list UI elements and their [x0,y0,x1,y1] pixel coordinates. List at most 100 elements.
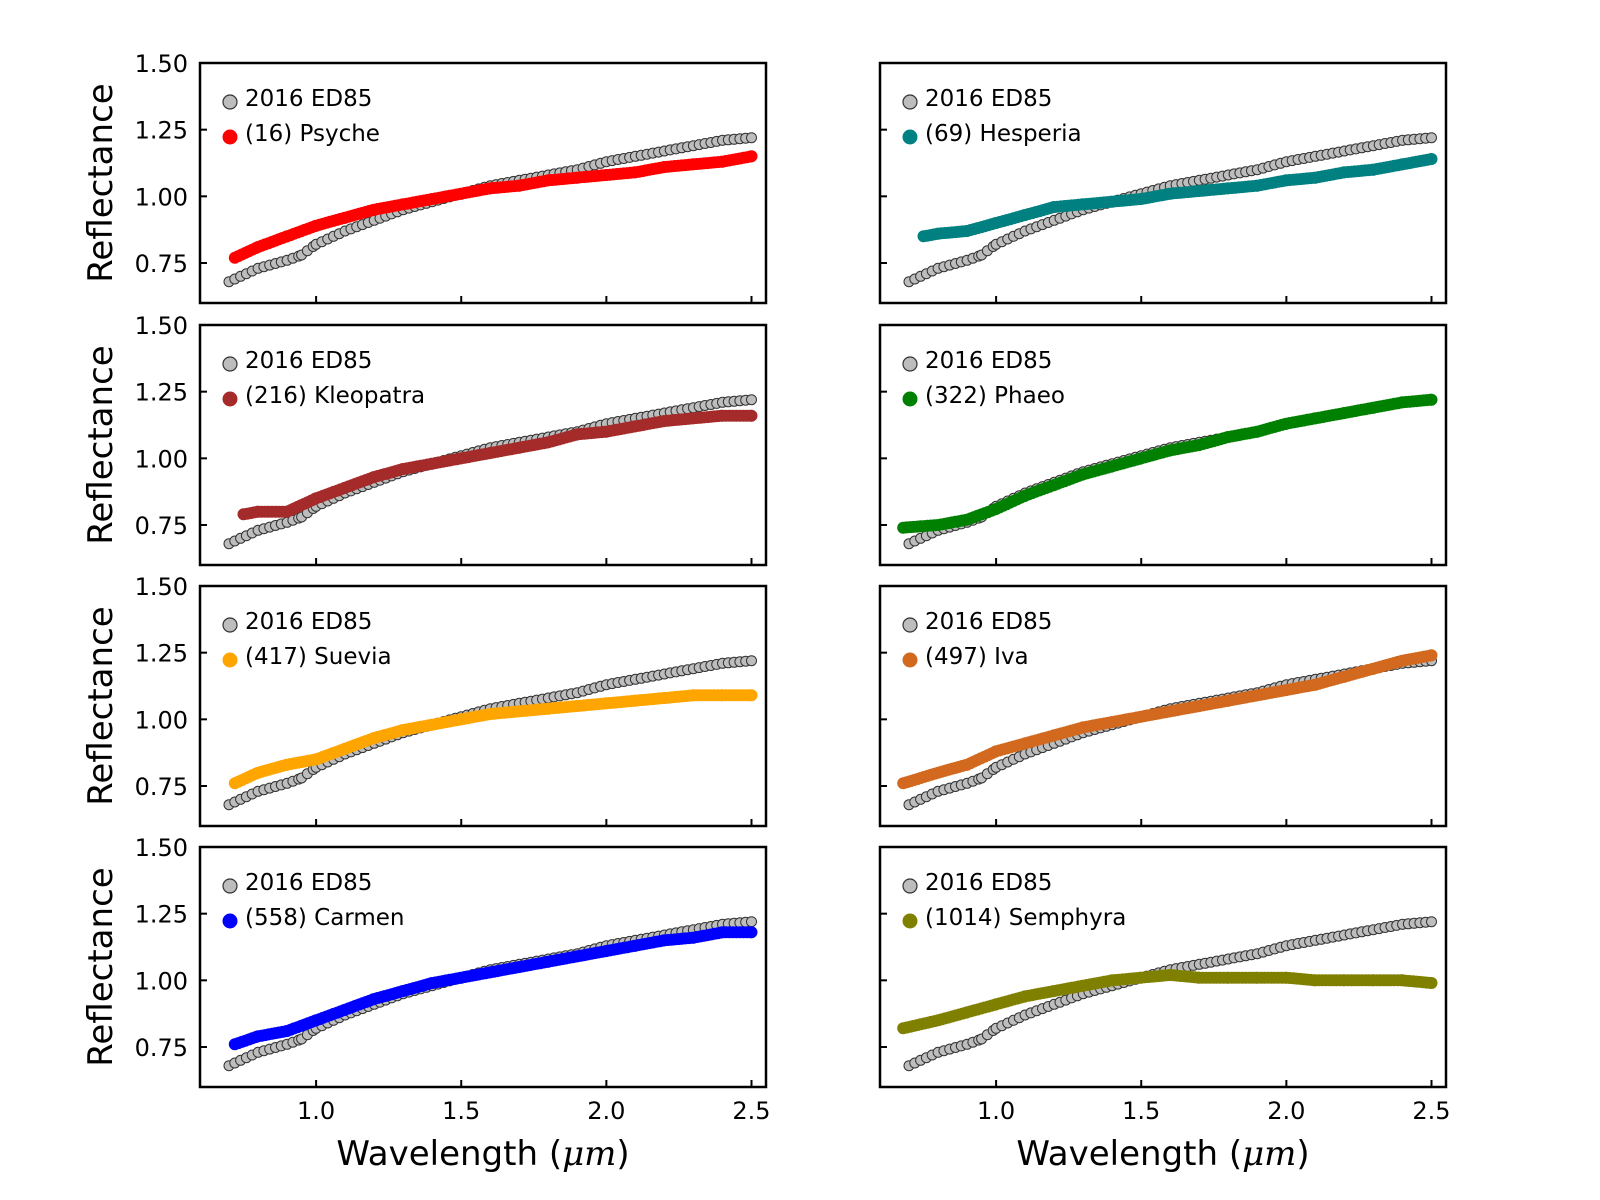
legend: 2016 ED85 (417) Suevia [222,609,392,670]
point-497-iva [1425,649,1438,662]
x-axis-title-close: ) [1296,1134,1309,1174]
axes-frame [878,845,1448,1089]
x-tick-label: 1.5 [1122,1097,1160,1125]
y-tick-label: 1.25 [135,901,188,929]
point-2016-ed85 [746,916,757,928]
legend-label-2016-ed85: 2016 ED85 [245,870,372,896]
point-16-psyche [745,150,758,163]
x-tick-label: 2.5 [732,1097,770,1125]
legend-marker-216-kleopatra [222,391,238,407]
panel-69-hesperia: 2016 ED85 (69) Hesperia [878,61,1448,305]
y-tick-label: 1.00 [135,183,188,211]
series-417-suevia [228,689,758,790]
series-497-iva [897,649,1438,790]
point-322-phaeo [1425,393,1438,406]
x-tick-label: 1.0 [297,1097,335,1125]
panel-558-carmen: 0.75 1.00 1.25 1.50 1.0 1.5 2.0 2.5 Reflectance 2… [81,834,771,1125]
panel-grid: 0.75 1.00 1.25 1.50 Reflectance 2016 ED85 (16)… [81,50,1451,1174]
legend-marker-2016-ed85 [222,617,238,633]
axes-frame [198,323,768,567]
y-tick-label: 1.25 [135,117,188,145]
legend-marker-322-phaeo [902,391,918,407]
y-tick-label: 1.50 [135,573,188,601]
point-2016-ed85 [746,394,757,406]
axes-frame [878,323,1448,567]
y-tick-label: 1.50 [135,312,188,340]
legend-label-1014-semphyra: (1014) Semphyra [925,905,1126,931]
series-322-phaeo [897,393,1438,534]
legend-marker-417-suevia [222,652,238,668]
y-tick-label: 1.25 [135,640,188,668]
legend: 2016 ED85 (69) Hesperia [902,86,1082,147]
legend-marker-2016-ed85 [902,617,918,633]
x-tick-label: 2.5 [1412,1097,1450,1125]
point-69-hesperia [1425,153,1438,165]
x-axis-title: Wavelength (μm) [336,1134,629,1174]
legend: 2016 ED85 (558) Carmen [222,870,405,931]
x-axis-title: Wavelength (μm) [1016,1134,1309,1174]
legend-label-2016-ed85: 2016 ED85 [245,609,372,635]
x-tick-label: 2.0 [1267,1097,1305,1125]
legend-label-497-iva: (497) Iva [925,644,1029,670]
y-tick-label: 1.50 [135,834,188,862]
y-axis-title: Reflectance [81,345,121,544]
legend: 2016 ED85 (322) Phaeo [902,348,1065,409]
y-tick-label: 0.75 [135,512,188,540]
x-tick-label: 2.0 [587,1097,625,1125]
panel-497-iva: 2016 ED85 (497) Iva [878,584,1448,828]
legend-label-69-hesperia: (69) Hesperia [925,121,1082,147]
legend-label-2016-ed85: 2016 ED85 [925,86,1052,112]
x-tick-label: 1.5 [442,1097,480,1125]
x-axis-title-close: ) [616,1134,629,1174]
point-216-kleopatra [745,409,758,422]
panel-216-kleopatra: 0.75 1.00 1.25 1.50 Reflectance 2016 ED85 (216… [81,312,768,567]
legend-label-2016-ed85: 2016 ED85 [245,86,372,112]
legend-label-16-psyche: (16) Psyche [245,121,380,147]
legend-marker-2016-ed85 [902,356,918,372]
y-tick-label: 0.75 [135,1034,188,1062]
series-558-carmen [228,926,758,1051]
y-tick-label: 1.25 [135,379,188,407]
legend-label-2016-ed85: 2016 ED85 [245,348,372,374]
series-16-psyche [228,150,758,264]
legend: 2016 ED85 (216) Kleopatra [222,348,425,409]
axes-frame [878,61,1448,305]
panel-417-suevia: 0.75 1.00 1.25 1.50 Reflectance 2016 ED85 (417… [81,573,768,828]
legend-label-558-carmen: (558) Carmen [245,905,405,931]
x-axis-title-main: Wavelength ( [1016,1134,1242,1174]
legend-marker-497-iva [902,652,918,668]
point-558-carmen [745,926,758,939]
y-tick-label: 1.50 [135,50,188,78]
legend-label-216-kleopatra: (216) Kleopatra [245,383,425,409]
legend: 2016 ED85 (497) Iva [902,609,1052,670]
panel-1014-semphyra: 1.0 1.5 2.0 2.5 2016 ED85 (1014) Semphyra [878,845,1451,1125]
legend-label-417-suevia: (417) Suevia [245,644,392,670]
legend-label-2016-ed85: 2016 ED85 [925,870,1052,896]
legend-marker-558-carmen [222,913,238,929]
y-axis-title: Reflectance [81,83,121,282]
series-1014-semphyra [897,969,1438,1035]
legend-label-322-phaeo: (322) Phaeo [925,383,1065,409]
series-216-kleopatra [237,409,758,521]
legend-marker-2016-ed85 [222,878,238,894]
point-2016-ed85 [746,132,757,144]
point-1014-semphyra [1425,977,1438,989]
legend-label-2016-ed85: 2016 ED85 [925,609,1052,635]
legend-marker-16-psyche [222,129,238,145]
y-tick-label: 1.00 [135,706,188,734]
y-tick-label: 1.00 [135,445,188,473]
legend-marker-2016-ed85 [222,94,238,110]
y-tick-label: 1.00 [135,967,188,995]
series-69-hesperia [917,153,1438,243]
y-tick-label: 0.75 [135,250,188,278]
point-2016-ed85 [746,655,757,667]
legend-marker-69-hesperia [902,129,918,145]
legend: 2016 ED85 (16) Psyche [222,86,380,147]
legend-marker-2016-ed85 [222,356,238,372]
legend-marker-1014-semphyra [902,913,918,929]
y-axis-title: Reflectance [81,867,121,1066]
x-axis-title-unit: μm [1242,1134,1296,1174]
point-2016-ed85 [1426,132,1437,144]
axes-frame [878,584,1448,828]
